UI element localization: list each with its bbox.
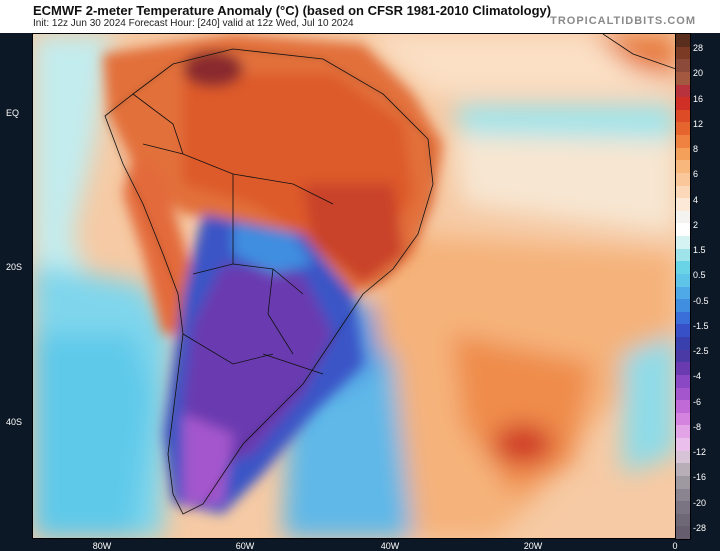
colorbar-label: 12 (693, 118, 704, 129)
colorbar-swatch (676, 501, 690, 514)
colorbar-label: -2.5 (693, 346, 709, 357)
forecast-info: Init: 12z Jun 30 2024 Forecast Hour: [24… (33, 18, 354, 29)
colorbar-swatch (676, 84, 690, 98)
colorbar-label: 1.5 (693, 245, 706, 256)
colorbar-label: 8 (693, 144, 699, 155)
colorbar-swatch (676, 387, 690, 401)
colorbar-swatch (676, 97, 690, 110)
colorbar-swatch (676, 425, 690, 438)
colorbar-swatch (676, 147, 690, 161)
colorbar-swatch (676, 71, 690, 85)
colorbar-swatch (676, 185, 690, 199)
colorbar-label: 4 (693, 194, 699, 205)
colorbar-swatch (676, 273, 690, 287)
colorbar-swatch (676, 324, 690, 337)
lat-label-20s: 20S (6, 262, 23, 272)
colorbar-swatch (676, 109, 690, 123)
colorbar (675, 33, 691, 540)
lon-label-40w: 40W (380, 541, 400, 551)
colorbar-swatch (676, 210, 690, 224)
colorbar-label: -16 (693, 472, 707, 483)
colorbar-label: -8 (693, 421, 702, 432)
colorbar-swatch (676, 311, 690, 325)
colorbar-swatch (676, 34, 690, 47)
colorbar-label: -4 (693, 371, 702, 382)
colorbar-label: -12 (693, 447, 707, 458)
anomaly-map (32, 33, 677, 539)
colorbar-swatch (676, 135, 690, 148)
lat-label-40s: 40S (6, 417, 23, 427)
colorbar-label: -0.5 (693, 295, 709, 306)
colorbar-swatch (676, 349, 690, 363)
lat-label-eq: EQ (6, 108, 20, 118)
colorbar-label: -28 (693, 522, 707, 533)
colorbar-label: 16 (693, 93, 704, 104)
colorbar-label: 6 (693, 169, 699, 180)
colorbar-swatch (676, 488, 690, 502)
colorbar-swatch (676, 475, 690, 489)
colorbar-swatch (676, 526, 690, 539)
colorbar-swatch (676, 160, 690, 173)
colorbar-swatch (676, 463, 690, 476)
colorbar-labels: 28 20 16 12 8 6 4 2 1.5 0.5 -0.5 -1.5 -2.5 -4 -6 -8 -12 -… (691, 33, 720, 538)
colorbar-label: 2 (693, 219, 699, 230)
colorbar-label: 28 (693, 43, 704, 54)
colorbar-swatch (676, 286, 690, 300)
colorbar-swatch (676, 198, 690, 211)
colorbar-swatch (676, 261, 690, 274)
colorbar-swatch (676, 374, 690, 388)
map-title: ECMWF 2-meter Temperature Anomaly (°C) (… (33, 3, 552, 18)
anomaly-field (33, 34, 676, 538)
colorbar-label: 20 (693, 68, 704, 79)
colorbar-swatch (676, 438, 690, 451)
site-brand[interactable]: TROPICALTIDBITS.COM (550, 15, 696, 27)
lon-label-20w: 20W (523, 541, 543, 551)
colorbar-swatch (676, 223, 690, 236)
colorbar-swatch (676, 337, 690, 350)
colorbar-swatch (676, 46, 690, 60)
header: ECMWF 2-meter Temperature Anomaly (°C) (… (0, 0, 720, 33)
colorbar-label: -1.5 (693, 320, 709, 331)
colorbar-label: -20 (693, 497, 707, 508)
lon-label-80w: 80W (92, 541, 112, 551)
colorbar-swatch (676, 400, 690, 413)
colorbar-label: 0.5 (693, 270, 706, 281)
colorbar-swatch (676, 299, 690, 312)
lon-label-60w: 60W (235, 541, 255, 551)
lon-label-0: 0 (672, 541, 678, 551)
colorbar-swatch (676, 513, 690, 527)
colorbar-swatch (676, 172, 690, 186)
colorbar-swatch (676, 122, 690, 135)
colorbar-swatch (676, 450, 690, 464)
colorbar-swatch (676, 248, 690, 262)
colorbar-swatch (676, 236, 690, 249)
colorbar-label: -6 (693, 396, 702, 407)
colorbar-swatch (676, 59, 690, 72)
colorbar-swatch (676, 362, 690, 375)
colorbar-swatch (676, 412, 690, 426)
